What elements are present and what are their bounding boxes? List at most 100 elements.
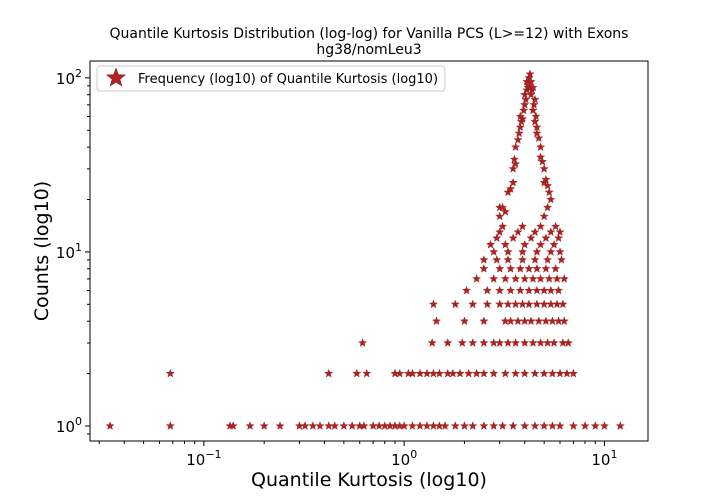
data-point: [547, 368, 557, 378]
data-point: [590, 421, 600, 430]
data-point: [547, 421, 557, 430]
data-point: [506, 184, 516, 193]
data-point: [462, 285, 472, 295]
data-point: [555, 421, 565, 430]
data-point: [546, 194, 556, 204]
data-point: [479, 338, 489, 347]
data-point: [530, 368, 540, 378]
data-point: [520, 368, 530, 378]
data-point: [530, 227, 540, 236]
data-point: [489, 274, 499, 283]
data-point: [362, 368, 372, 378]
data-point: [536, 142, 546, 151]
data-point: [529, 100, 539, 109]
data-point: [514, 128, 524, 138]
data-point: [541, 174, 551, 184]
data-point: [536, 274, 546, 283]
data-point: [534, 316, 544, 326]
data-point: [495, 285, 505, 295]
data-point: [347, 421, 357, 430]
data-point: [530, 255, 540, 264]
data-point: [546, 285, 556, 295]
data-point: [495, 264, 505, 273]
data-point: [498, 202, 508, 212]
data-point: [500, 368, 510, 378]
data-point: [407, 421, 417, 430]
x-axis: 10−1 100 101: [98, 441, 617, 469]
data-point: [500, 207, 510, 216]
data-point: [450, 421, 460, 430]
data-point: [495, 227, 505, 236]
data-point: [506, 285, 516, 295]
data-point: [511, 274, 521, 283]
data-point: [443, 338, 453, 347]
data-point: [528, 338, 538, 347]
data-point: [352, 368, 362, 378]
data-point: [532, 128, 542, 138]
data-point: [615, 421, 625, 430]
data-point: [506, 316, 516, 326]
data-point: [556, 255, 566, 264]
data-point: [468, 299, 478, 309]
data-point: [515, 285, 525, 295]
data-point: [330, 421, 340, 430]
data-point: [568, 368, 578, 378]
data-point: [546, 247, 556, 256]
data-point: [555, 227, 565, 236]
data-point: [495, 299, 505, 309]
data-point: [427, 338, 437, 347]
plot-frame: [89, 60, 649, 442]
data-point: [422, 421, 432, 430]
data-point: [544, 187, 554, 197]
data-point: [472, 368, 482, 378]
data-point: [468, 338, 478, 347]
data-point: [534, 133, 544, 143]
data-point: [489, 368, 499, 378]
x-tick-label: 10−1: [186, 448, 221, 469]
data-point: [315, 421, 325, 430]
data-point: [526, 316, 536, 326]
data-point: [555, 247, 565, 256]
data-point: [515, 111, 525, 121]
y-axis: 100 101 102: [56, 67, 90, 436]
data-point: [500, 274, 510, 283]
data-point: [105, 421, 115, 430]
data-point: [513, 135, 523, 144]
data-point: [520, 338, 530, 347]
data-point: [539, 299, 549, 309]
data-point: [479, 255, 489, 264]
data-point: [407, 368, 417, 378]
data-point: [358, 338, 368, 347]
data-point: [559, 316, 569, 326]
data-point: [511, 142, 521, 151]
data-point: [543, 202, 553, 212]
data-point: [520, 239, 530, 249]
data-point: [518, 299, 528, 309]
legend-star: [105, 67, 127, 87]
data-point: [526, 233, 536, 243]
data-point: [492, 233, 502, 243]
data-point: [532, 264, 542, 273]
data-point: [503, 338, 513, 347]
data-point: [489, 421, 499, 430]
data-point: [511, 368, 521, 378]
data-point: [544, 274, 554, 283]
data-point: [228, 421, 238, 430]
data-point: [165, 368, 175, 378]
data-point: [530, 116, 540, 126]
data-point: [459, 316, 469, 326]
data-point: [541, 264, 551, 273]
data-point: [489, 247, 499, 256]
data-point: [528, 105, 538, 115]
data-point: [359, 421, 369, 430]
data-point: [541, 233, 551, 243]
x-tick-label: 100: [391, 448, 417, 469]
y-tick-label: 100: [56, 415, 82, 436]
data-point: [515, 122, 525, 132]
y-axis-label: Counts (log10): [31, 181, 53, 321]
data-point: [498, 221, 508, 231]
data-point: [513, 316, 523, 326]
data-point: [524, 264, 534, 273]
data-point: [539, 211, 549, 221]
data-point: [528, 82, 538, 92]
